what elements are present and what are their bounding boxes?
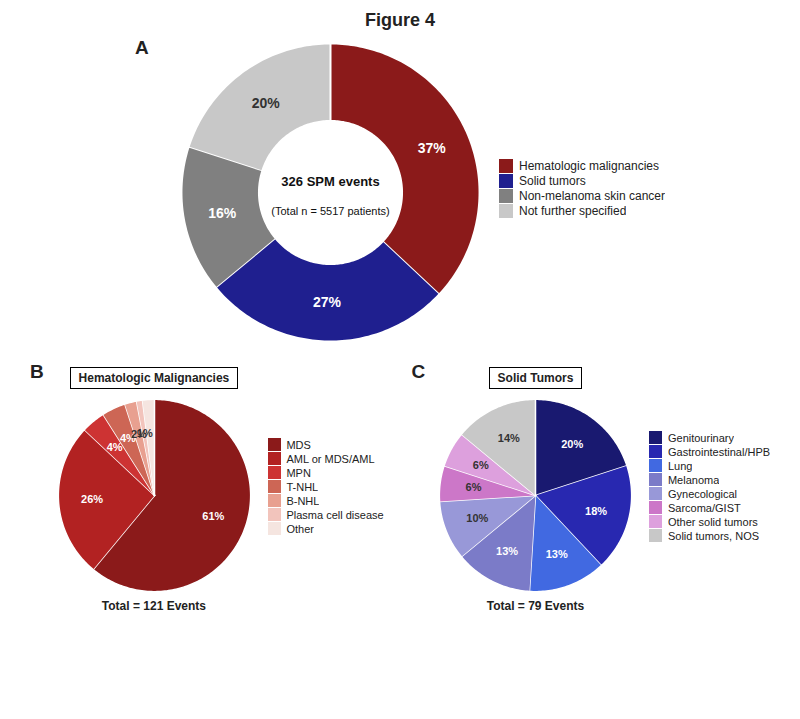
html-text:Gastrointestinal/HPB: Gastrointestinal/HPB — [668, 445, 771, 458]
svg-text:18%: 18% — [585, 505, 607, 517]
svg-text:1%: 1% — [137, 427, 153, 439]
svg-text:20%: 20% — [562, 438, 584, 450]
svg-text:37%: 37% — [418, 140, 447, 156]
svg-text:27%: 27% — [313, 294, 342, 310]
html-text:B: B — [29, 361, 44, 382]
svg-text:16%: 16% — [208, 205, 237, 221]
html-text:Sarcoma/GIST: Sarcoma/GIST — [668, 501, 741, 514]
svg-text:4%: 4% — [106, 440, 123, 453]
svg-text:20%: 20% — [252, 95, 281, 111]
html-text:Lung: Lung — [668, 459, 693, 472]
html-text:C: C — [411, 361, 426, 382]
html-text:MDS: MDS — [286, 438, 311, 451]
html-text:Solid Tumors: Solid Tumors — [497, 371, 574, 385]
html-text:Other solid tumors: Other solid tumors — [668, 515, 758, 528]
svg-text:13%: 13% — [546, 548, 568, 560]
html-text:Hematologic malignancies: Hematologic malignancies — [519, 159, 659, 173]
html-text:A: A — [135, 37, 149, 58]
html-text:Plasma cell disease: Plasma cell disease — [286, 508, 384, 521]
html-text:Non-melanoma skin cancer: Non-melanoma skin cancer — [519, 189, 665, 203]
html-text:Hematologic Malignancies: Hematologic Malignancies — [78, 371, 230, 385]
html-text:T-NHL: T-NHL — [286, 480, 319, 493]
html-text:Figure 4: Figure 4 — [365, 10, 435, 30]
html-text:MPN: MPN — [286, 466, 311, 479]
html-text:Total = 79 Events: Total = 79 Events — [486, 599, 585, 613]
html-text:Melanoma: Melanoma — [668, 473, 720, 486]
html-text:Total = 121 Events: Total = 121 Events — [101, 599, 206, 613]
svg-text:13%: 13% — [497, 545, 519, 557]
svg-text:14%: 14% — [498, 432, 520, 444]
html-text:Not further specified: Not further specified — [519, 204, 627, 218]
svg-text:4%: 4% — [119, 432, 136, 445]
svg-text:61%: 61% — [202, 510, 224, 522]
svg-text:326 SPM events: 326 SPM events — [281, 174, 379, 189]
svg-text:6%: 6% — [473, 459, 489, 471]
svg-text:26%: 26% — [81, 493, 103, 505]
html-text:Genitourinary: Genitourinary — [668, 431, 734, 444]
html-text:Solid tumors, NOS: Solid tumors, NOS — [668, 529, 759, 542]
html-text:Other: Other — [286, 522, 314, 535]
svg-text:10%: 10% — [467, 512, 489, 524]
html-text:B-NHL: B-NHL — [286, 494, 320, 507]
html-text:Gynecological: Gynecological — [668, 487, 737, 500]
svg-text:(Total n = 5517 patients): (Total n = 5517 patients) — [271, 205, 389, 217]
html-text:Solid tumors: Solid tumors — [519, 174, 586, 188]
html-text:AML or MDS/AML: AML or MDS/AML — [286, 452, 375, 465]
svg-text:6%: 6% — [466, 481, 482, 493]
